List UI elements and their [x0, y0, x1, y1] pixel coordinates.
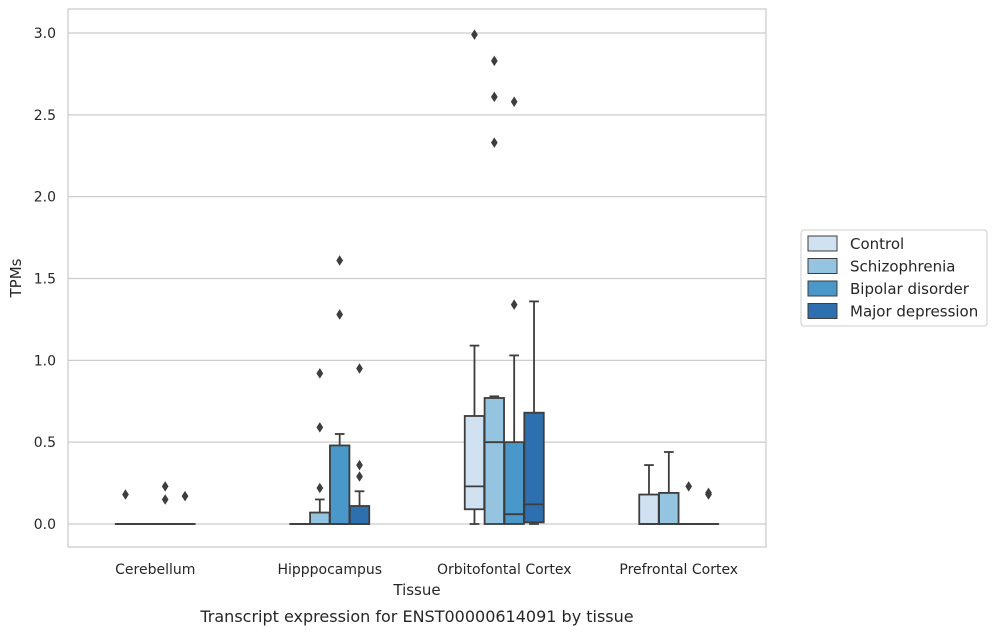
outlier-point [316, 482, 324, 494]
box-schizophrenia [658, 451, 680, 525]
box-bipolar-disorder [503, 96, 525, 525]
box-control [114, 489, 137, 525]
box-series [114, 29, 720, 525]
x-tick-label: Hipppocampus [277, 562, 382, 578]
outlier-point [316, 422, 324, 433]
outlier-point [356, 459, 363, 471]
box-major-depression [697, 487, 720, 525]
y-tick-label: 3.0 [34, 26, 56, 42]
x-tick-label: Prefrontal Cortex [619, 562, 738, 578]
x-axis-title: Tissue [392, 581, 440, 599]
legend-swatch [807, 280, 838, 297]
box-body [348, 505, 371, 525]
box-bipolar-disorder [329, 255, 351, 525]
box-body [329, 444, 351, 525]
legend-label: Control [850, 235, 904, 253]
box-body [463, 415, 486, 511]
outlier-point [181, 490, 189, 502]
x-axis-ticks: Cerebellum Hipppocampus Orbitofontal Corte… [115, 562, 738, 578]
legend: Control Schizophrenia Bipolar disorder Majo… [800, 229, 988, 327]
box-body [523, 411, 545, 524]
box-major-depression [523, 300, 545, 525]
box-body [503, 441, 525, 525]
box-control [638, 464, 660, 525]
x-tick-label: Cerebellum [115, 562, 195, 578]
outlier-point [336, 309, 344, 320]
box-major-depression [174, 490, 196, 525]
outlier-point [356, 363, 363, 374]
outlier-point [471, 29, 478, 40]
legend-label: Bipolar disorder [850, 280, 970, 298]
chart-caption: Transcript expression for ENST0000061409… [199, 607, 633, 626]
y-tick-label: 2.5 [34, 108, 56, 124]
y-axis-title: TPMs [7, 258, 25, 298]
outlier-point [161, 494, 169, 505]
legend-label: Major depression [850, 303, 978, 321]
box-body [309, 511, 331, 525]
legend-swatch [807, 303, 838, 319]
outlier-point [510, 299, 518, 310]
y-tick-label: 1.5 [34, 272, 56, 288]
box-body [638, 493, 660, 525]
box-body [658, 492, 680, 525]
outlier-point [510, 96, 518, 107]
box-schizophrenia [483, 55, 505, 525]
plot-frame [67, 8, 767, 548]
legend-frame [800, 229, 988, 327]
outlier-point [122, 489, 129, 500]
y-tick-label: 2.0 [34, 190, 56, 206]
outlier-point [705, 487, 712, 499]
legend-swatch [807, 235, 838, 252]
legend-swatch [807, 258, 838, 274]
legend-label: Schizophrenia [850, 258, 955, 276]
y-axis-ticks: 0.0 0.5 1.0 1.5 2.0 2.5 3.0 [34, 26, 56, 533]
y-tick-label: 0.5 [34, 435, 56, 451]
outlier-point [490, 137, 498, 148]
outlier-point [316, 368, 324, 379]
x-tick-label: Orbitofontal Cortex [437, 562, 572, 578]
y-tick-label: 1.0 [34, 353, 56, 369]
outlier-point [490, 91, 498, 103]
outlier-point [356, 471, 363, 482]
outlier-point [490, 55, 498, 67]
box-body [483, 397, 505, 525]
outlier-point [336, 255, 344, 266]
y-tick-label: 0.0 [34, 517, 56, 533]
outlier-point [685, 481, 693, 492]
box-major-depression [348, 363, 371, 525]
outlier-point [161, 481, 169, 492]
box-bipolar-disorder [154, 481, 176, 525]
